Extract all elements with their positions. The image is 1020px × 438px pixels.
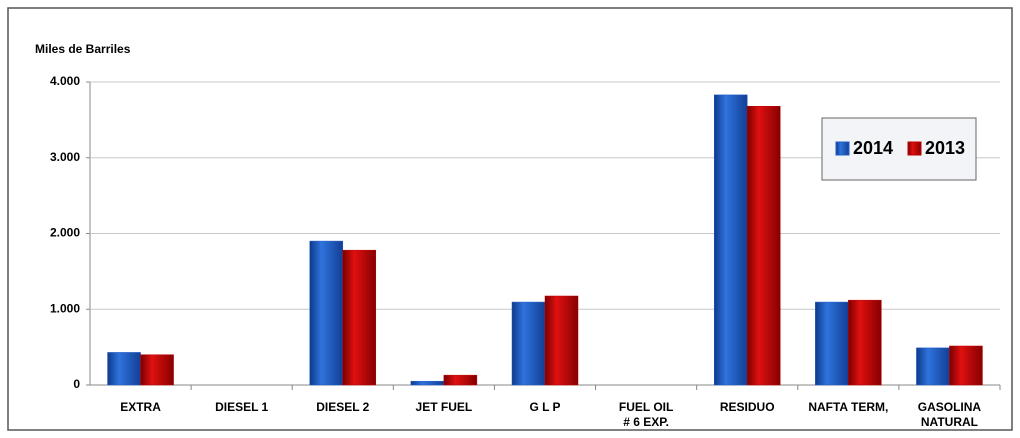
legend-label: 2014 [853, 138, 893, 158]
x-tick-label: NAFTA TERM, [808, 400, 888, 414]
x-tick-label: JET FUEL [416, 400, 473, 414]
y-tick-label: 0 [73, 377, 80, 391]
legend-swatch [907, 141, 922, 156]
x-tick-label: EXTRA [120, 400, 161, 414]
y-tick-label: 3.000 [50, 150, 80, 164]
bar [713, 94, 748, 386]
bar [107, 352, 141, 386]
bar [916, 347, 950, 386]
bar [848, 299, 882, 386]
bar [544, 295, 579, 386]
bar [511, 301, 546, 386]
x-tick-label: RESIDUO [720, 400, 775, 414]
x-tick-label: G L P [529, 400, 560, 414]
bar [309, 240, 344, 386]
x-tick-label: GASOLINA NATURAL [918, 400, 982, 429]
bar [815, 301, 849, 386]
bar [949, 345, 983, 386]
x-tick-label: DIESEL 1 [215, 400, 268, 414]
y-tick-label: 4.000 [50, 74, 80, 88]
legend-label: 2013 [925, 138, 965, 158]
bar [443, 374, 478, 386]
bar [746, 105, 781, 386]
bar [410, 380, 445, 386]
y-axis-title: Miles de Barriles [35, 42, 131, 56]
legend-swatch [835, 141, 850, 156]
x-tick-label: FUEL OIL # 6 EXP. [619, 400, 673, 429]
y-tick-label: 2.000 [50, 226, 80, 240]
x-tick-label: DIESEL 2 [316, 400, 369, 414]
bar [342, 249, 377, 386]
bar [140, 354, 174, 386]
y-tick-label: 1.000 [50, 301, 80, 315]
